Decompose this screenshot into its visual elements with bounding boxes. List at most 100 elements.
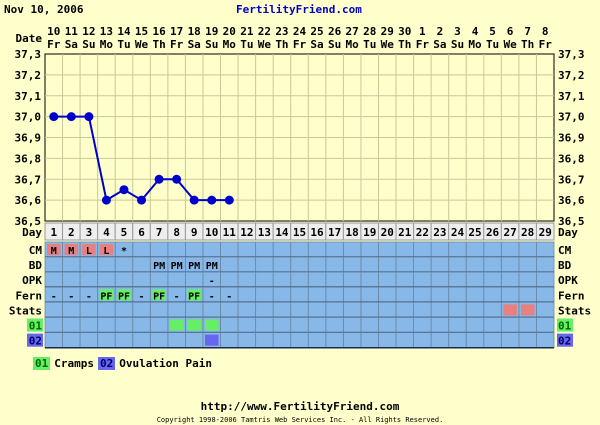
temperature-point (101, 195, 111, 205)
row-entry: L (103, 246, 109, 257)
y-tick-left: 37,0 (15, 111, 42, 124)
date-tick: 8 (542, 25, 549, 38)
date-tick: 28 (363, 25, 376, 38)
cycle-day: 16 (310, 226, 324, 239)
cycle-day: 14 (275, 226, 289, 239)
y-tick-right: 37,2 (558, 69, 585, 82)
cycle-day: 9 (191, 226, 198, 239)
cycle-day: 21 (398, 226, 412, 239)
date-tick: 27 (346, 25, 359, 38)
footer-url[interactable]: http://www.FertilityFriend.com (200, 400, 400, 413)
cycle-day: 20 (381, 226, 394, 239)
y-tick-right: 37,3 (558, 48, 585, 61)
temperature-point (189, 195, 199, 205)
cycle-day: 19 (363, 226, 376, 239)
weekday-tick: Sa (433, 38, 446, 51)
row-label-cm: CM (29, 244, 43, 257)
row-entry: - (139, 291, 145, 302)
row-background (45, 242, 554, 258)
row-entry: PF (100, 291, 112, 302)
row-entry: - (226, 291, 232, 302)
weekday-tick: Tu (486, 38, 499, 51)
weekday-tick: We (503, 38, 517, 51)
row-entry: M (68, 246, 74, 257)
date-tick: 17 (170, 25, 183, 38)
day-label-right: Day (558, 226, 578, 239)
cycle-day: 23 (433, 226, 446, 239)
weekday-tick: Sa (310, 38, 323, 51)
temperature-point (137, 195, 147, 205)
date-tick: 4 (472, 25, 479, 38)
date-tick: 3 (454, 25, 461, 38)
row-label-right-fern: Fern (558, 289, 585, 302)
y-tick-left: 37,2 (15, 69, 42, 82)
date-tick: 6 (507, 25, 514, 38)
cycle-day: 24 (451, 226, 465, 239)
weekday-tick: Su (205, 38, 218, 51)
row-entry: PF (188, 291, 200, 302)
chart-date: Nov 10, 2006 (4, 3, 84, 16)
cycle-day: 12 (240, 226, 253, 239)
date-tick: 16 (152, 25, 166, 38)
row-label-right-cm: CM (558, 244, 572, 257)
row-label-stats: Stats (9, 304, 42, 317)
weekday-tick: Th (398, 38, 411, 51)
weekday-tick: Tu (117, 38, 130, 51)
date-tick: 22 (258, 25, 271, 38)
row-label-bd: BD (29, 259, 43, 272)
cycle-day: 28 (521, 226, 534, 239)
y-tick-left: 36,5 (15, 215, 42, 228)
row-background (45, 272, 554, 288)
row-entry: PM (206, 261, 218, 272)
date-tick: 25 (310, 25, 323, 38)
cycle-day: 8 (173, 226, 180, 239)
row-entry-marker (204, 319, 219, 331)
weekday-tick: Fr (293, 38, 307, 51)
date-tick: 20 (223, 25, 236, 38)
y-tick-left: 36,8 (15, 152, 42, 165)
date-tick: 11 (65, 25, 79, 38)
cycle-day: 4 (103, 226, 110, 239)
row-entry: PF (118, 291, 130, 302)
row-entry: L (86, 246, 92, 257)
cycle-day: 22 (416, 226, 429, 239)
row-entry: - (68, 291, 74, 302)
date-tick: 18 (188, 25, 201, 38)
date-tick: 7 (524, 25, 531, 38)
weekday-tick: Mo (346, 38, 360, 51)
date-tick: 26 (328, 25, 342, 38)
temperature-point (119, 185, 129, 195)
weekday-tick: Su (451, 38, 464, 51)
row-label-fern: Fern (16, 289, 43, 302)
weekday-tick: Tu (363, 38, 376, 51)
row-entry: M (51, 246, 57, 257)
weekday-tick: Tu (240, 38, 253, 51)
temperature-point (172, 174, 182, 184)
weekday-tick: Su (82, 38, 95, 51)
row-entry: - (51, 291, 57, 302)
date-tick: 21 (240, 25, 254, 38)
row-entry-marker (204, 334, 219, 346)
date-tick: 14 (117, 25, 131, 38)
y-tick-right: 36,8 (558, 152, 585, 165)
weekday-tick: Sa (188, 38, 201, 51)
date-tick: 2 (437, 25, 444, 38)
legend-label-cramps: Cramps (54, 357, 94, 370)
cycle-day: 26 (486, 226, 500, 239)
site-link[interactable]: FertilityFriend.com (236, 3, 362, 16)
row-entry-marker (152, 289, 166, 301)
y-tick-right: 37,1 (558, 90, 585, 103)
y-tick-left: 36,9 (15, 132, 42, 145)
row-entry-marker (503, 304, 517, 316)
weekday-tick: Fr (539, 38, 553, 51)
y-tick-right: 36,7 (558, 173, 585, 186)
cycle-day: 5 (121, 226, 128, 239)
row-entry-marker (82, 244, 96, 256)
y-tick-right: 36,9 (558, 132, 585, 145)
cycle-day: 18 (346, 226, 359, 239)
row-entry: - (86, 291, 92, 302)
cycle-day: 3 (86, 226, 93, 239)
date-tick: 24 (293, 25, 307, 38)
weekday-tick: Sa (65, 38, 78, 51)
